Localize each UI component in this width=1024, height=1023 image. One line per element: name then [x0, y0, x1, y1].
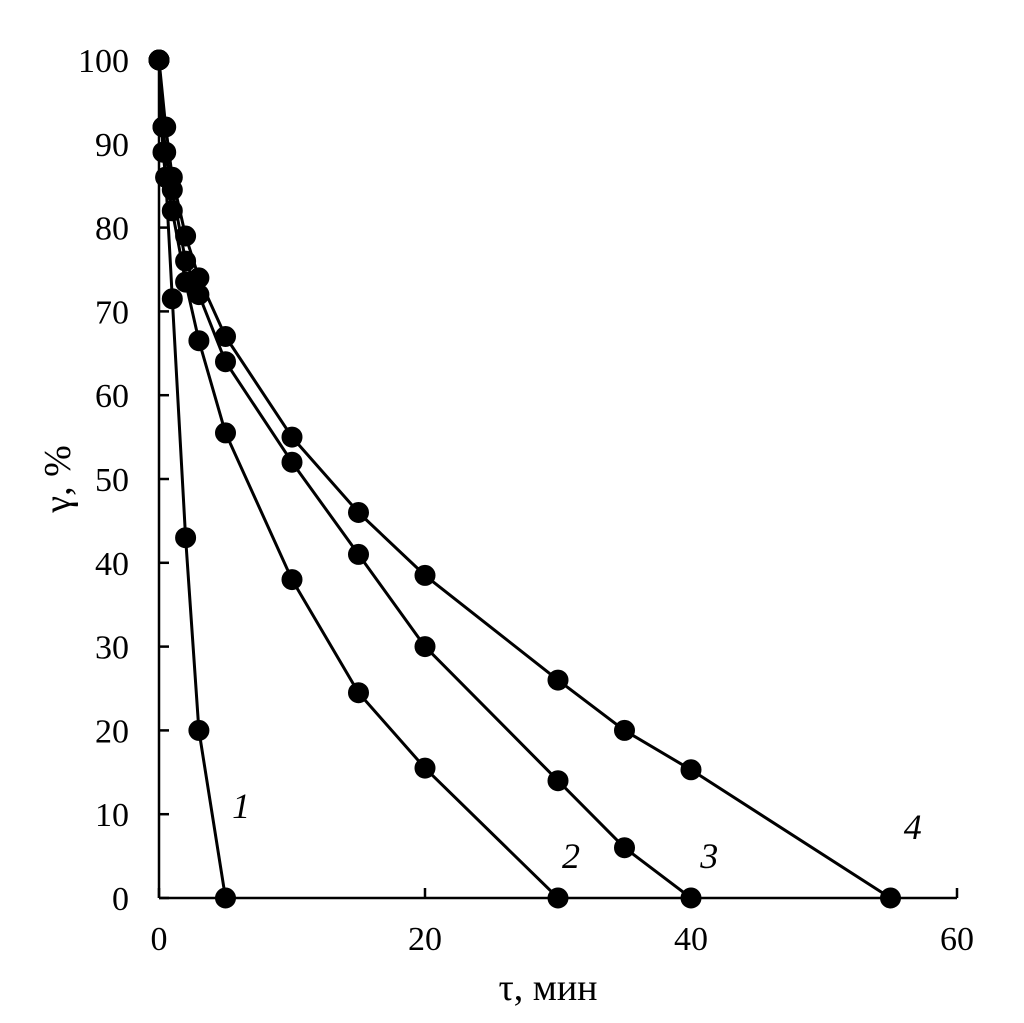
- y-tick-label: 20: [95, 713, 129, 750]
- data-point: [348, 682, 369, 704]
- data-point: [215, 351, 236, 373]
- data-point: [614, 837, 635, 859]
- y-tick-label: 60: [95, 378, 129, 415]
- ticks: 0 10 20 30 40 50 60 70 80 90 100 0 20 40 60: [78, 43, 974, 958]
- data-point: [547, 770, 569, 792]
- curve-label-4: 4: [904, 807, 922, 847]
- data-point: [215, 887, 236, 909]
- y-tick-label: 80: [95, 211, 129, 248]
- series-layer: 1 2 3 4: [148, 49, 922, 909]
- x-tick-label: 40: [674, 921, 708, 958]
- data-point: [175, 527, 197, 549]
- data-point: [155, 116, 177, 138]
- y-tick-label: 0: [112, 881, 129, 918]
- data-point: [188, 330, 210, 352]
- data-point: [215, 422, 236, 444]
- data-point: [680, 759, 702, 781]
- data-point: [414, 636, 436, 658]
- x-axis-title: τ, мин: [499, 967, 598, 1009]
- y-tick-label: 40: [95, 546, 129, 583]
- x-tick-label: 0: [151, 921, 168, 958]
- series-2: 2: [148, 49, 580, 909]
- data-point: [680, 887, 702, 909]
- curve-label-1: 1: [232, 786, 250, 826]
- y-tick-label: 100: [78, 43, 129, 80]
- x-tick-label: 20: [408, 921, 442, 958]
- data-point: [161, 166, 183, 188]
- data-point: [281, 426, 303, 448]
- curve-label-3: 3: [699, 836, 718, 876]
- data-point: [215, 326, 236, 347]
- data-point: [547, 887, 569, 909]
- data-point: [188, 267, 210, 289]
- series-4: 4: [148, 49, 922, 909]
- data-point: [148, 49, 170, 71]
- data-point: [348, 543, 369, 565]
- data-point: [281, 569, 303, 591]
- data-point: [547, 669, 569, 691]
- data-point: [155, 141, 177, 163]
- curve-label-2: 2: [562, 836, 580, 876]
- data-point: [175, 225, 197, 247]
- data-point: [188, 719, 210, 741]
- y-tick-label: 90: [95, 127, 129, 164]
- data-point: [414, 564, 436, 586]
- y-tick-label: 50: [95, 462, 129, 499]
- y-axis-title: γ, %: [37, 445, 79, 513]
- data-point: [348, 502, 369, 523]
- x-tick-label: 60: [940, 921, 974, 958]
- data-point: [614, 719, 635, 741]
- y-tick-label: 10: [95, 797, 129, 834]
- series-line-4: [157, 59, 892, 900]
- y-tick-label: 30: [95, 630, 129, 667]
- data-point: [414, 757, 436, 779]
- data-point: [281, 451, 303, 473]
- series-3: 3: [148, 49, 718, 909]
- series-line-2: [157, 59, 560, 900]
- data-point: [880, 887, 901, 909]
- data-point: [161, 288, 183, 310]
- y-tick-label: 70: [95, 294, 129, 331]
